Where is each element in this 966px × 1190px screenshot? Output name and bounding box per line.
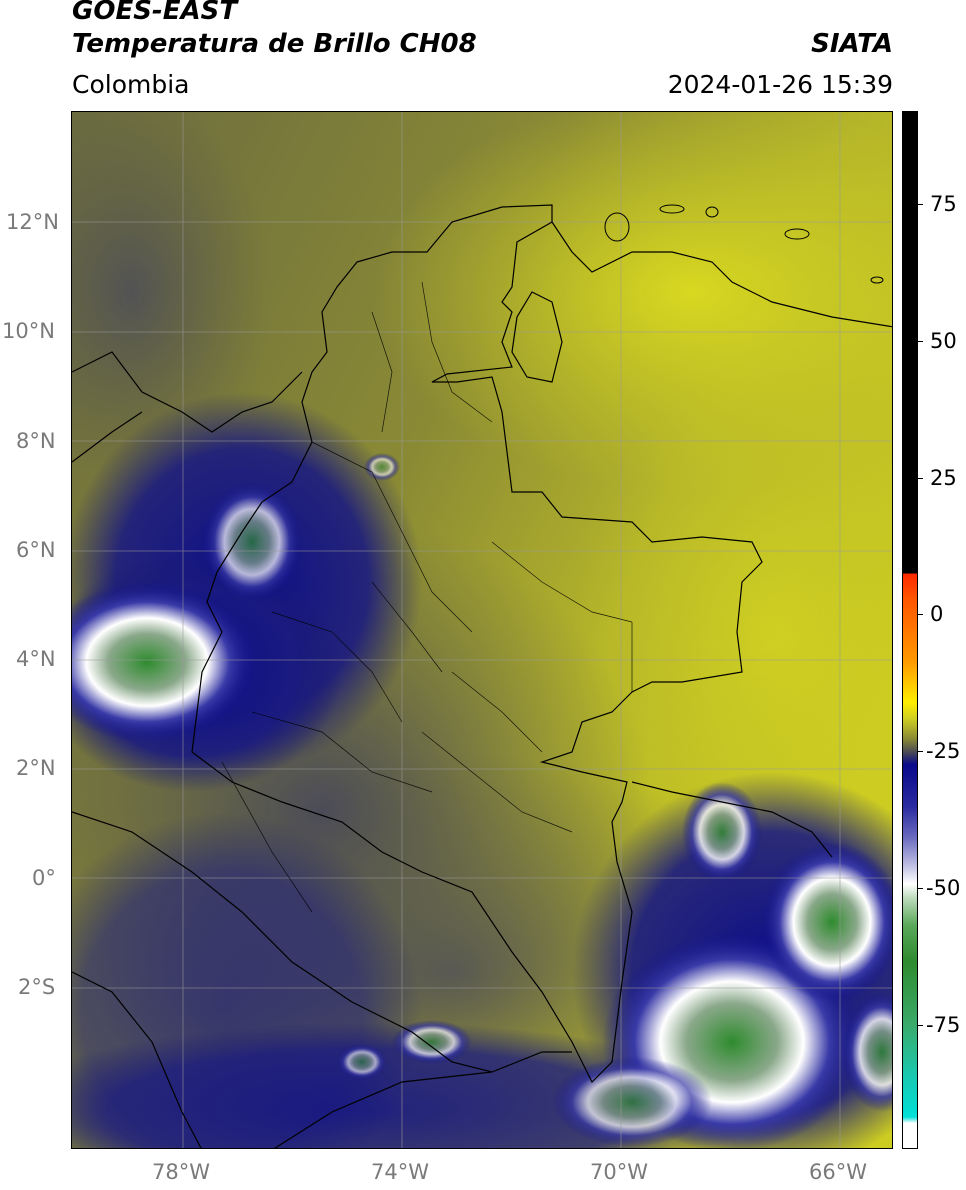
brightness-temperature-map[interactable] — [71, 111, 893, 1149]
colorbar-label-75: 75 — [930, 192, 957, 216]
colorbar-label-50: 50 — [930, 329, 957, 353]
datetime-label: 2024-01-26 15:39 — [667, 70, 893, 99]
lat-label-10n: 10°N — [2, 319, 55, 343]
lat-label-6n: 6°N — [16, 538, 56, 562]
colorbar-tick-25 — [917, 478, 923, 479]
lon-label-70w: 70°W — [590, 1160, 648, 1184]
colorbar-tick-minus75 — [917, 1025, 923, 1026]
product-title: Temperatura de Brillo CH08 — [72, 29, 477, 59]
colorbar-label-minus25: -25 — [926, 739, 961, 763]
colorbar-tick-0 — [917, 614, 923, 615]
colorbar-tick-75 — [917, 204, 923, 205]
satellite-title: GOES-EAST — [72, 0, 238, 26]
lat-label-0: 0° — [32, 866, 56, 890]
lat-label-12n: 12°N — [6, 210, 59, 234]
colorbar-tick-minus25 — [917, 751, 923, 752]
region-label: Colombia — [72, 70, 190, 99]
agency-label: SIATA — [811, 29, 893, 59]
lat-label-2n: 2°N — [16, 756, 56, 780]
colorbar-label-25: 25 — [930, 466, 957, 490]
colorbar-tick-50 — [917, 341, 923, 342]
colorbar-label-minus50: -50 — [926, 876, 961, 900]
colorbar-label-0: 0 — [930, 602, 944, 626]
map-canvas — [72, 112, 892, 1148]
lon-label-78w: 78°W — [152, 1160, 210, 1184]
lat-label-8n: 8°N — [16, 429, 56, 453]
colorbar-tick-minus50 — [917, 888, 923, 889]
lon-label-74w: 74°W — [371, 1160, 429, 1184]
lat-label-4n: 4°N — [16, 647, 56, 671]
lon-label-66w: 66°W — [809, 1160, 867, 1184]
lat-label-2s: 2°S — [18, 975, 56, 999]
colorbar-label-minus75: -75 — [926, 1013, 961, 1037]
colorbar — [902, 111, 918, 1149]
